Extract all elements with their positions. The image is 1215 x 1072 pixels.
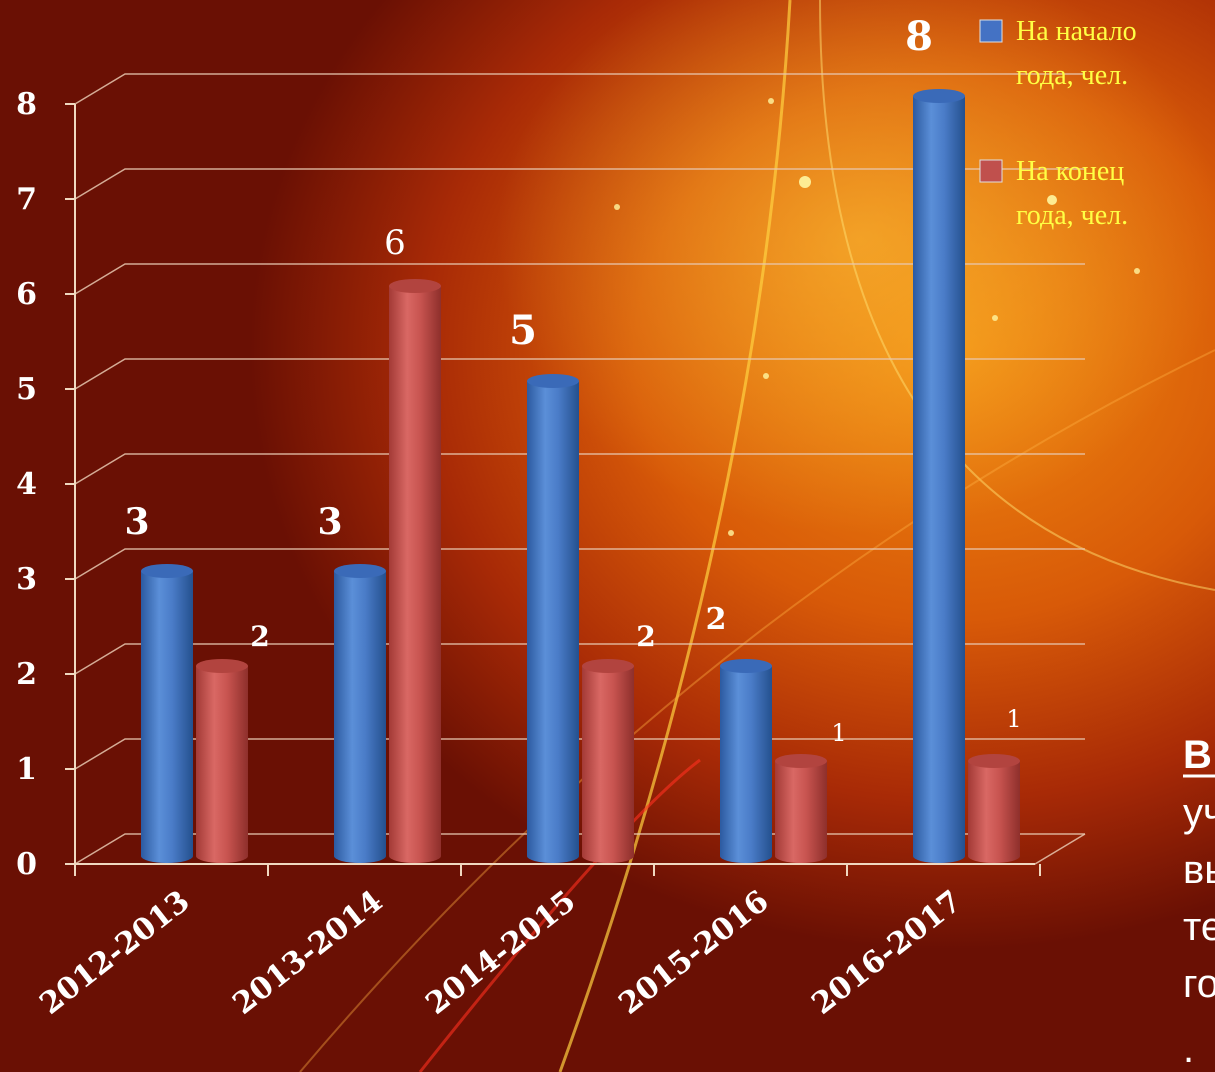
gridline <box>74 73 1085 105</box>
bar-start <box>913 89 965 863</box>
bar-start-body <box>913 96 965 863</box>
y-tick-label: 2 <box>16 657 37 692</box>
bar-end <box>389 279 441 863</box>
gridline <box>74 643 1085 675</box>
y-tick-label: 3 <box>16 562 37 597</box>
bar-end <box>775 754 827 863</box>
x-tick-label: 2012-2013 <box>33 884 196 1022</box>
legend: На начало года, чел. На конец года, чел. <box>979 16 1137 231</box>
gridline <box>74 548 1085 580</box>
bar-start-top <box>913 89 965 103</box>
data-label-end: 6 <box>384 223 406 263</box>
legend-label: года, чел. <box>1016 60 1128 91</box>
data-label-end: 1 <box>831 719 846 747</box>
bar-start-body <box>720 666 772 863</box>
gridline <box>74 453 1085 485</box>
data-label-end: 1 <box>1006 705 1021 733</box>
bar-start <box>527 374 579 863</box>
y-tick-label: 4 <box>16 467 37 502</box>
x-tick-label: 2014-2015 <box>419 884 582 1022</box>
y-tick-label: 0 <box>16 847 37 882</box>
bar-start-top <box>141 564 193 578</box>
bar-end-top <box>582 659 634 673</box>
x-tick-label: 2016-2017 <box>805 884 968 1022</box>
bar-start <box>720 659 772 863</box>
bar-end-top <box>389 279 441 293</box>
bar-start-top <box>334 564 386 578</box>
side-text-line: го <box>1183 962 1215 1006</box>
legend-swatch <box>979 159 1003 183</box>
bar-end-body <box>775 761 827 863</box>
bars <box>141 89 1020 863</box>
bar-start <box>141 564 193 863</box>
bar-end-top <box>968 754 1020 768</box>
side-text-line: В <box>1183 733 1212 777</box>
data-labels: 3 2 3 6 5 2 2 1 8 1 <box>124 13 1021 747</box>
side-text-line: . <box>1183 1027 1194 1071</box>
bar-end-body <box>582 666 634 863</box>
data-label-start: 8 <box>905 13 933 60</box>
bar-end-body <box>196 666 248 863</box>
bar-start-top <box>720 659 772 673</box>
data-label-start: 3 <box>124 501 149 543</box>
data-label-end: 2 <box>250 620 269 653</box>
bar-end <box>582 659 634 863</box>
gridline <box>74 358 1085 390</box>
side-text-line: те <box>1183 905 1215 949</box>
bar-end <box>196 659 248 863</box>
bar-start-top <box>527 374 579 388</box>
data-label-end: 2 <box>636 620 655 653</box>
x-tick-label: 2013-2014 <box>226 884 389 1022</box>
side-text-block: Вуч вы те го. <box>1183 733 1215 1071</box>
legend-label: года, чел. <box>1016 200 1128 231</box>
background-decor <box>299 0 1215 1072</box>
bar-start-body <box>334 571 386 863</box>
bar-end-top <box>775 754 827 768</box>
y-tick-label: 1 <box>16 752 37 787</box>
bar-end-body <box>389 286 441 863</box>
bar-start-body <box>141 571 193 863</box>
y-tick-label: 7 <box>16 182 37 217</box>
side-text-line: вы <box>1183 848 1215 892</box>
side-text-line: уч <box>1183 791 1215 835</box>
y-tick-label: 5 <box>16 372 37 407</box>
bar-end-top <box>196 659 248 673</box>
gridline <box>74 168 1085 200</box>
x-tick-label: 2015-2016 <box>612 884 775 1022</box>
legend-label: На конец <box>1016 156 1124 187</box>
bar-end <box>968 754 1020 863</box>
y-tick-label: 8 <box>16 87 37 122</box>
data-label-start: 5 <box>509 307 537 354</box>
legend-label: На начало <box>1016 16 1137 47</box>
bar-start <box>334 564 386 863</box>
data-label-start: 3 <box>317 501 342 543</box>
y-tick-label: 6 <box>16 277 37 312</box>
gridline <box>74 263 1085 295</box>
bar-end-body <box>968 761 1020 863</box>
data-label-start: 2 <box>706 602 727 637</box>
bar-start-body <box>527 381 579 863</box>
legend-swatch <box>979 19 1003 43</box>
